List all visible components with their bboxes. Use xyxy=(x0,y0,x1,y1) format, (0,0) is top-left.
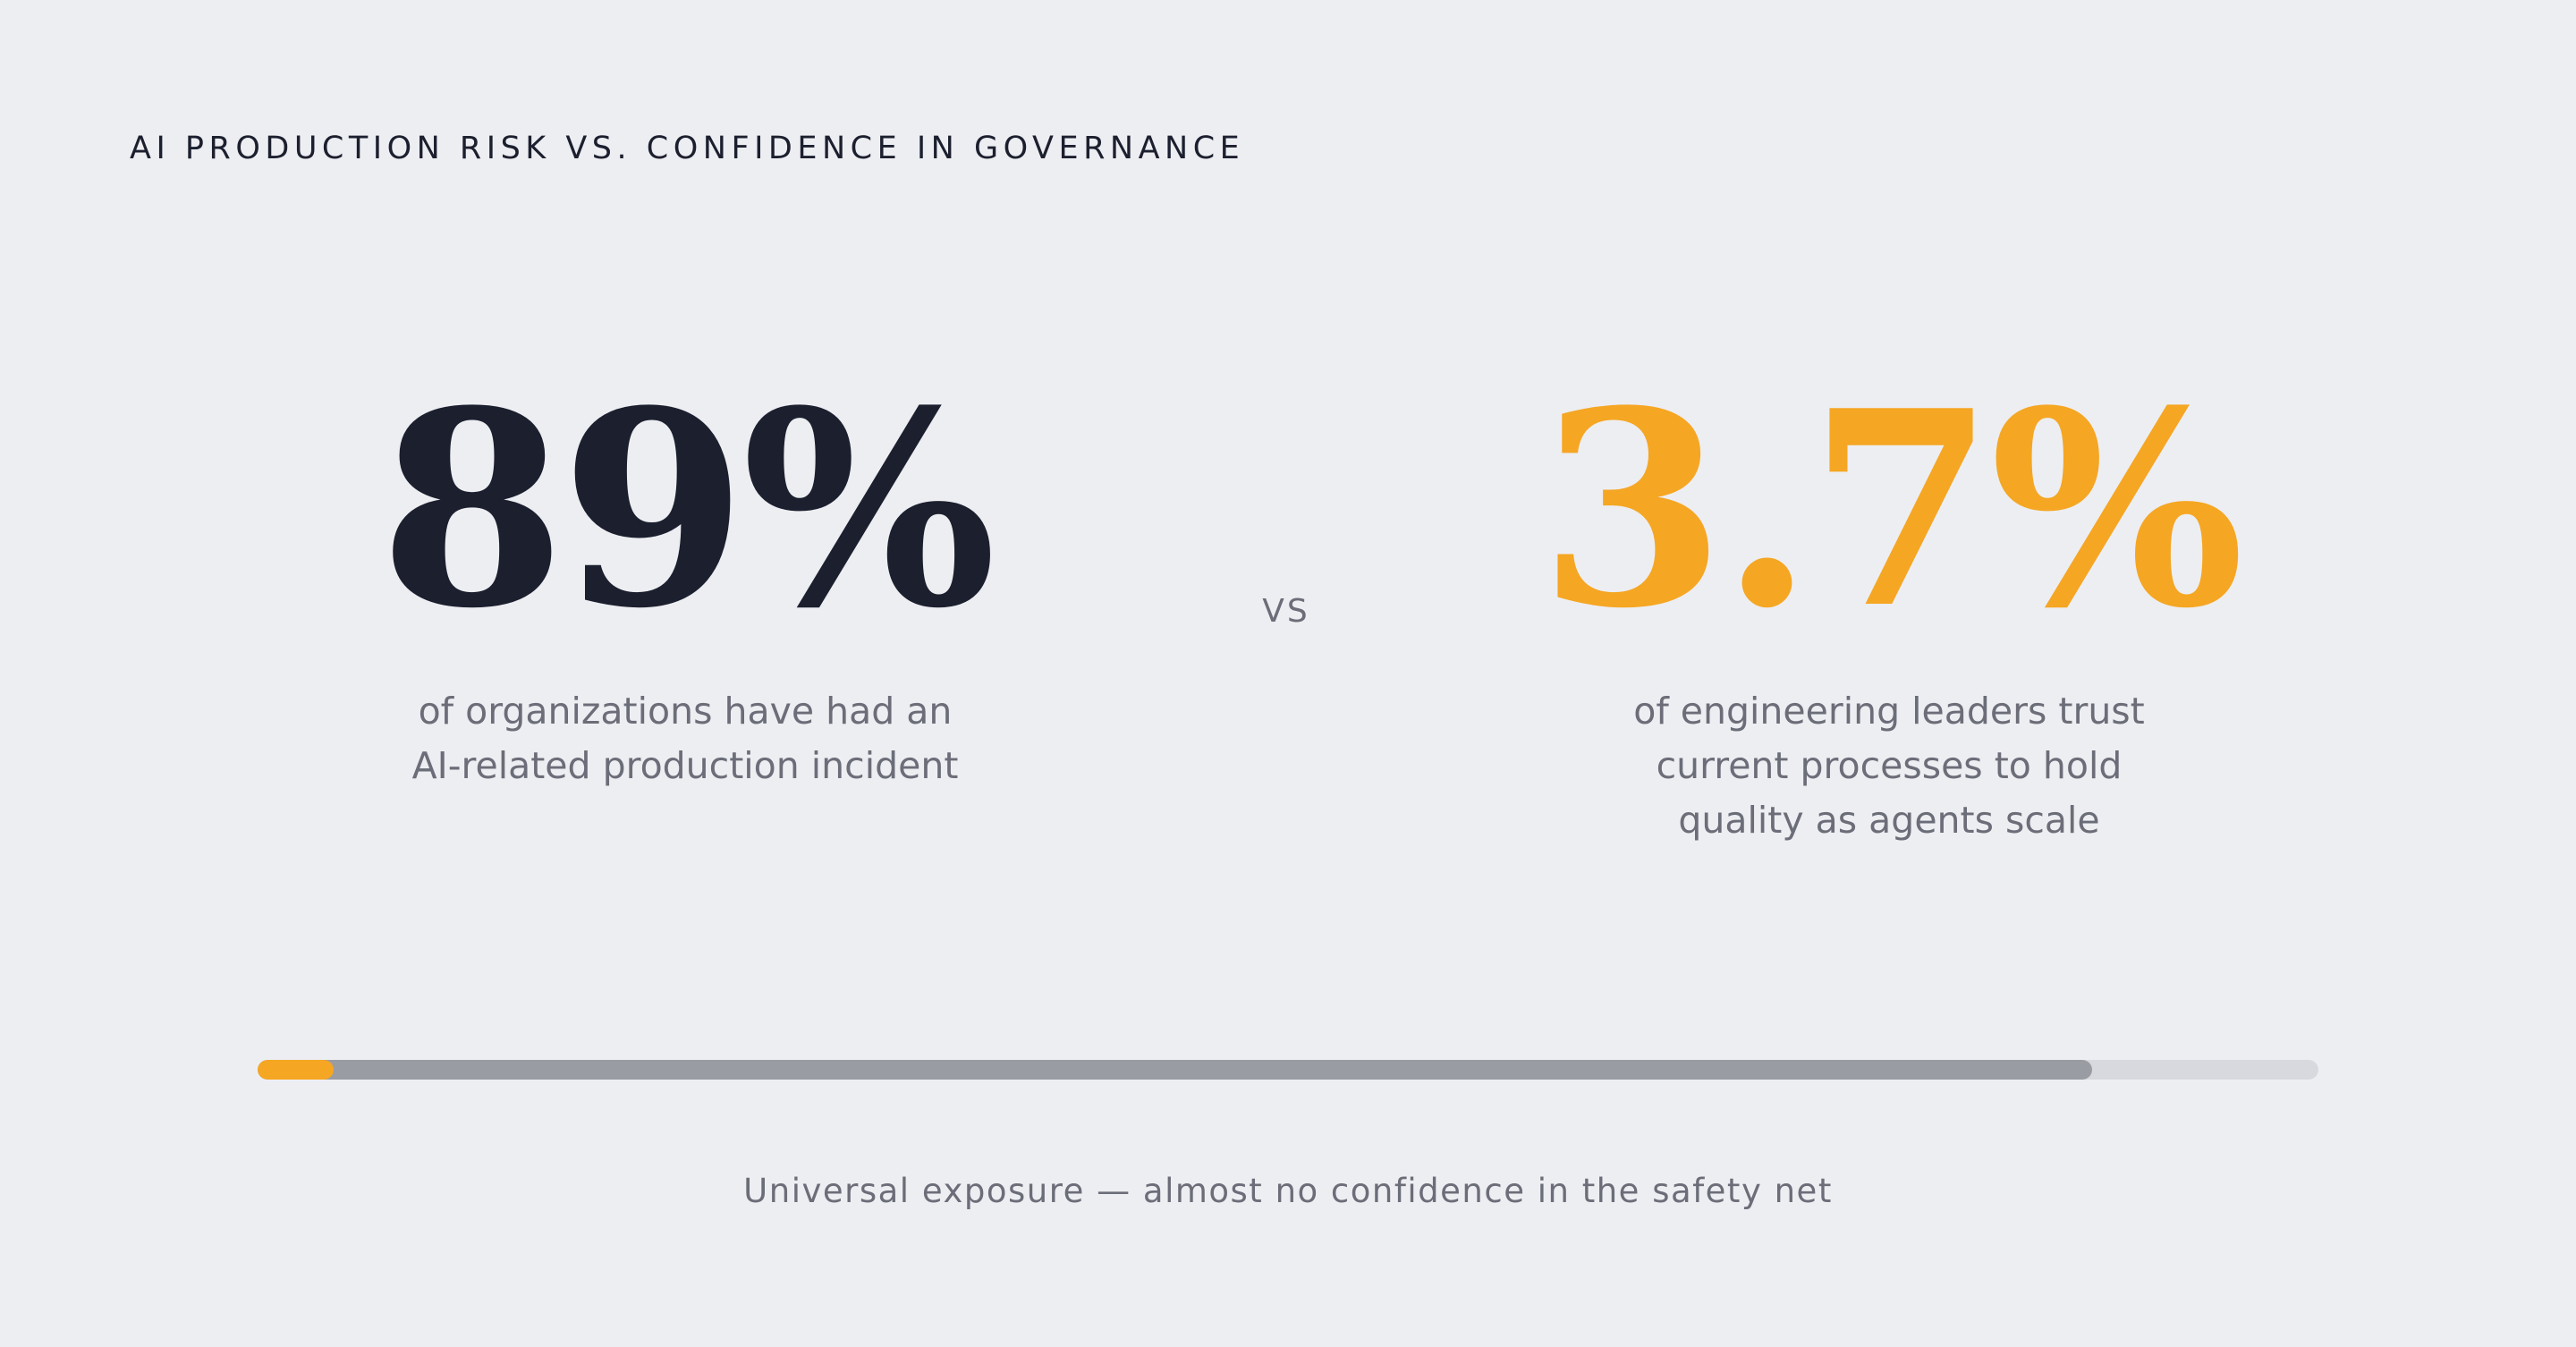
footer: Universal exposure — almost no confidenc… xyxy=(743,1172,1833,1210)
stat-value: 3.7% xyxy=(1538,352,2245,667)
stat-caption: of engineering leaders trust current pro… xyxy=(1633,690,2145,842)
stat-caption: of organizations have had an AI-related … xyxy=(411,690,959,787)
bar-fill xyxy=(258,1060,335,1080)
title: AI PRODUCTION RISK VS. CONFIDENCE IN GOV… xyxy=(130,131,1245,166)
separator: VS xyxy=(1262,593,1310,630)
bar-fill xyxy=(258,1060,2092,1080)
bar-track xyxy=(258,1060,2318,1080)
stat-value: 89% xyxy=(378,352,997,667)
